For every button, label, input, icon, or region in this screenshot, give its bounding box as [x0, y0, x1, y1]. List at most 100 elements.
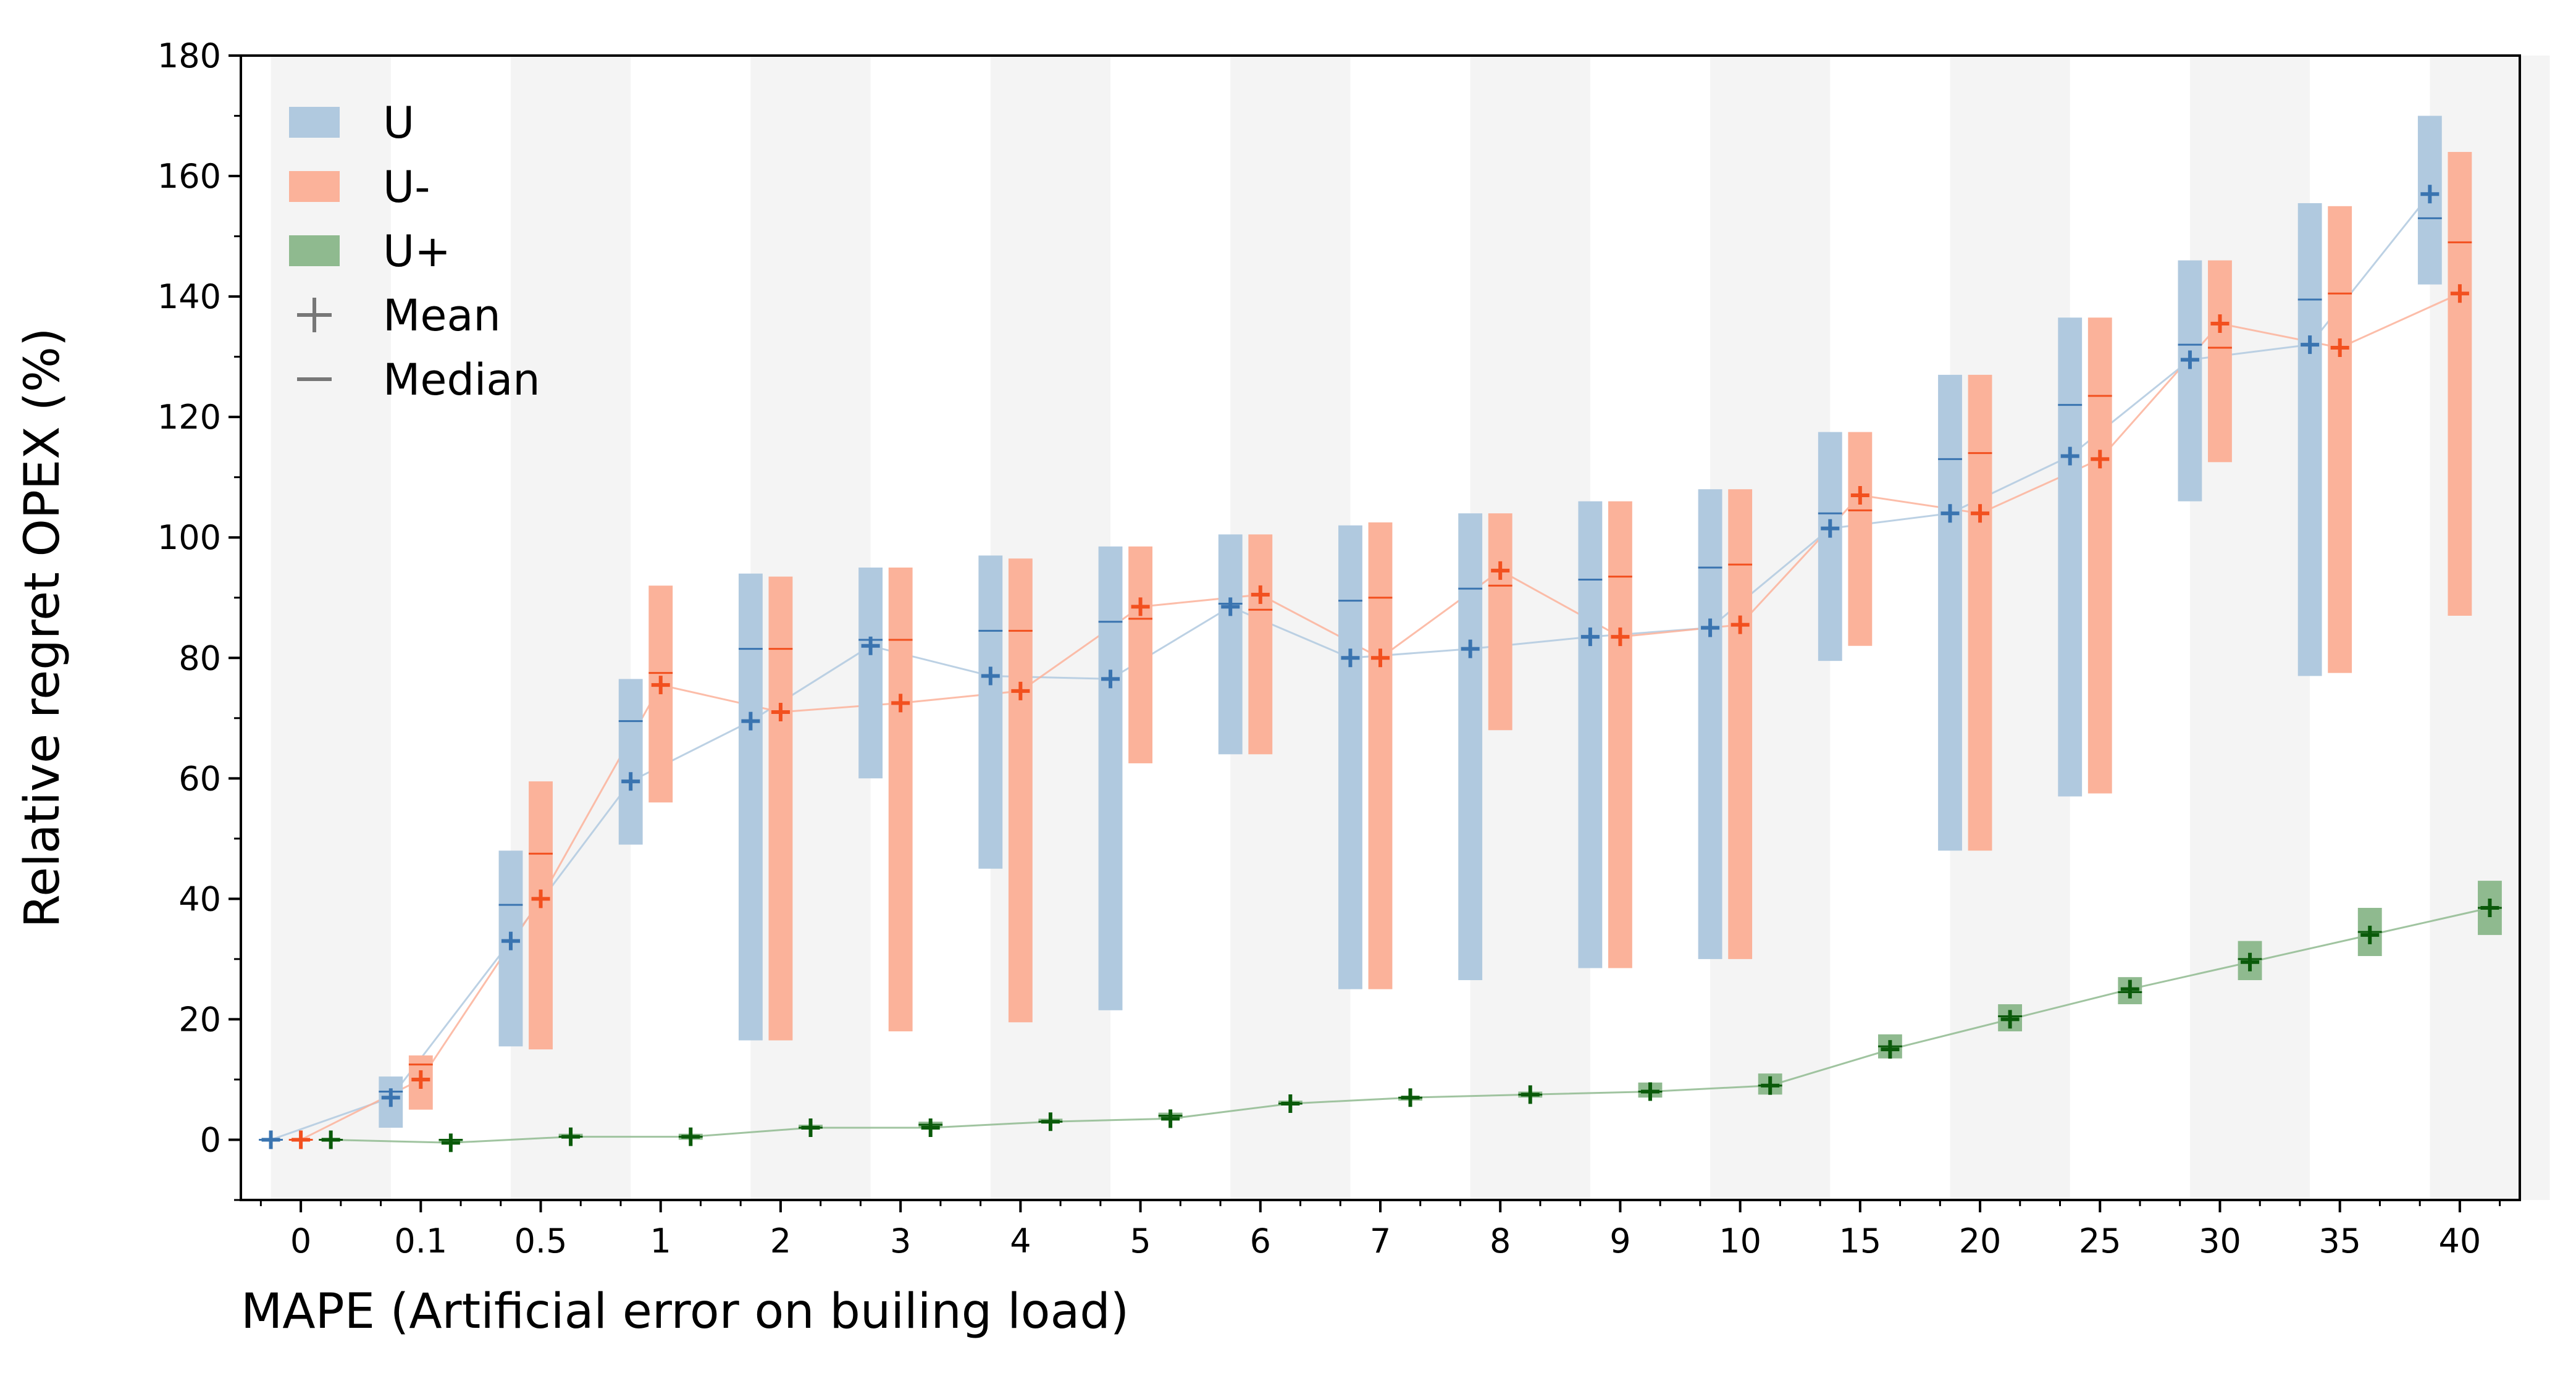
- range-box-u-minus: [888, 567, 913, 1031]
- mean-mark-u: [981, 666, 1000, 686]
- range-box-u-minus: [2087, 317, 2112, 794]
- range-box-u: [1938, 374, 1962, 851]
- x-tick-label: 25: [2079, 1222, 2121, 1261]
- mean-mark-u-minus: [651, 676, 670, 695]
- range-box-u: [1098, 546, 1123, 1010]
- y-tick-label: 20: [178, 1000, 221, 1039]
- x-tick-label: 7: [1370, 1222, 1391, 1261]
- x-tick-label: 0: [290, 1222, 311, 1261]
- range-box-u-minus: [2328, 206, 2352, 673]
- x-tick-label: 6: [1250, 1222, 1271, 1261]
- mean-mark-u-minus: [1131, 597, 1150, 616]
- mean-mark-u: [2060, 447, 2079, 466]
- y-tick-label: 140: [157, 277, 221, 316]
- legend-swatch-u-plus: [289, 235, 340, 266]
- range-box-u: [2297, 203, 2322, 676]
- y-tick-label: 120: [157, 398, 221, 437]
- y-tick-label: 100: [157, 518, 221, 557]
- mean-mark-u-minus: [891, 694, 910, 713]
- range-box-u-minus: [1128, 546, 1152, 763]
- x-tick-label: 8: [1490, 1222, 1511, 1261]
- background-band: [271, 56, 391, 1200]
- x-axis-title: MAPE (Artificial error on builing load): [241, 1284, 1129, 1340]
- x-tick-label: 15: [1839, 1222, 1881, 1261]
- range-box-u: [738, 573, 763, 1041]
- range-box-u: [978, 555, 1003, 869]
- range-box-u-minus: [2208, 260, 2232, 463]
- range-box-u-minus: [2448, 152, 2472, 616]
- mean-mark-u-minus: [411, 1070, 430, 1089]
- mean-mark-u-plus: [1161, 1109, 1180, 1128]
- mean-mark-u-plus: [321, 1130, 340, 1149]
- x-tick-label: 4: [1010, 1222, 1031, 1261]
- axes: 0 20 40 60 80 100 120 140 160 180 0 0.1 0.5 1 2 3 4 5 6 7 8 9…: [157, 36, 2501, 1261]
- mean-mark-u-minus: [1850, 485, 1869, 505]
- range-box-u-minus: [1968, 374, 1992, 851]
- x-tick-label: 40: [2439, 1222, 2482, 1261]
- alternating-bands: [271, 56, 2550, 1200]
- y-tick-label: 0: [200, 1120, 221, 1159]
- x-tick-label: 2: [770, 1222, 791, 1261]
- mean-mark-u-minus: [1371, 648, 1390, 668]
- range-box-u: [2178, 260, 2202, 501]
- x-tick-label: 9: [1609, 1222, 1630, 1261]
- mean-mark-u: [741, 711, 760, 731]
- mean-mark-u-minus: [1011, 681, 1030, 700]
- mean-mark-u: [261, 1130, 280, 1149]
- legend-swatch-mean: [297, 298, 332, 332]
- mean-mark-u-minus: [2330, 338, 2349, 358]
- mean-mark-u-minus: [2210, 314, 2230, 333]
- mean-mark-u: [2180, 350, 2199, 369]
- mean-mark-u: [1821, 519, 1840, 538]
- mean-mark-u: [2420, 185, 2440, 204]
- range-box-u: [858, 567, 883, 779]
- y-axis-title: Relative regret OPEX (%): [15, 328, 70, 928]
- range-boxes: [379, 115, 2502, 1143]
- mean-mark-u-minus: [531, 889, 550, 908]
- range-box-u-minus: [1248, 534, 1273, 755]
- legend-swatch-u: [289, 107, 340, 138]
- mean-mark-u: [1221, 597, 1240, 616]
- mean-mark-u-minus: [1491, 561, 1510, 580]
- mean-mark-u: [1701, 618, 1720, 637]
- range-box-u-minus: [768, 576, 793, 1041]
- mean-mark-u-minus: [2450, 284, 2469, 303]
- mean-mark-u: [2301, 335, 2320, 354]
- x-tick-label: 5: [1130, 1222, 1151, 1261]
- mean-mark-u-minus: [1971, 504, 1990, 523]
- mean-mark-u-plus: [681, 1127, 700, 1146]
- legend-label-median: Median: [383, 354, 540, 405]
- x-tick-label: 35: [2318, 1222, 2361, 1261]
- mean-mark-u-plus: [1521, 1085, 1540, 1104]
- mean-mark-u: [381, 1088, 400, 1107]
- y-tick-label: 60: [178, 759, 221, 798]
- y-tick-label: 80: [178, 639, 221, 678]
- mean-mark-u-plus: [2480, 899, 2499, 917]
- mean-mark-u: [1461, 639, 1480, 658]
- x-tick-label: 1: [650, 1222, 671, 1261]
- mean-mark-u: [1341, 648, 1360, 668]
- mean-mark-u-plus: [1041, 1112, 1060, 1131]
- mean-mark-u-minus: [2091, 450, 2110, 469]
- range-box-u-minus: [1488, 513, 1512, 731]
- range-box-u-minus: [1608, 501, 1632, 968]
- mean-mark-u-minus: [292, 1130, 311, 1149]
- range-box-u-minus: [529, 781, 553, 1050]
- x-tick-label: 3: [890, 1222, 911, 1261]
- range-box-u: [1578, 501, 1603, 968]
- mean-mark-u: [501, 931, 520, 950]
- mean-mark-u-plus: [921, 1118, 940, 1137]
- range-box-u: [1338, 525, 1362, 989]
- x-tick-label: 0.1: [394, 1222, 447, 1261]
- mean-mark-u-minus: [771, 703, 790, 722]
- mean-mark-u-plus: [2000, 1010, 2020, 1029]
- y-tick-label: 180: [157, 36, 221, 75]
- mean-mark-u-minus: [1731, 615, 1750, 634]
- mean-mark-u-plus: [561, 1127, 581, 1146]
- x-tick-label: 10: [1719, 1222, 1761, 1261]
- background-band: [2189, 56, 2310, 1200]
- range-box-u-minus: [1728, 489, 1753, 959]
- mean-mark-u: [1101, 669, 1120, 689]
- x-tick-label: 30: [2199, 1222, 2241, 1261]
